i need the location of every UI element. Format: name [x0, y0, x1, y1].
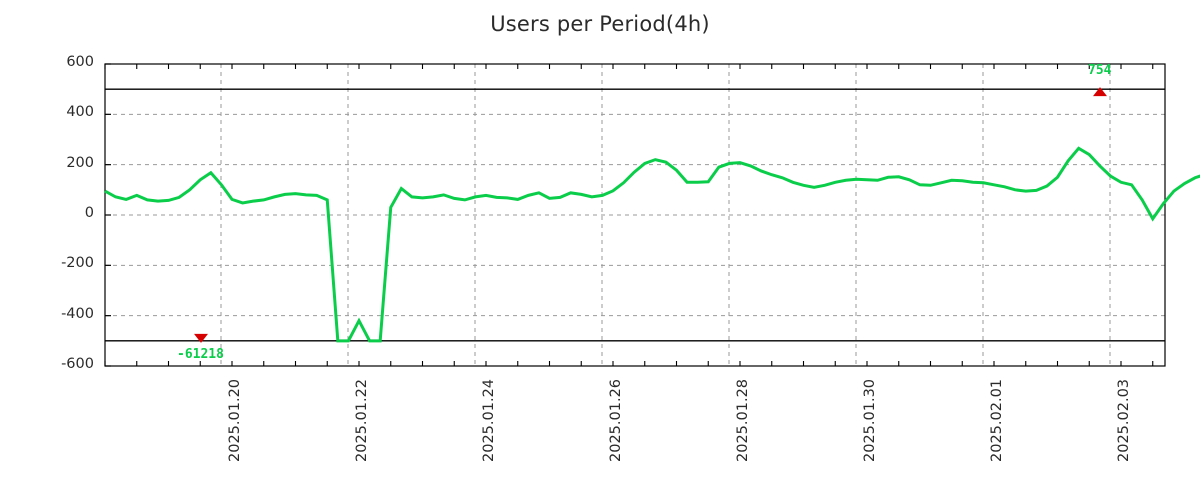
triangle-down-marker	[194, 333, 208, 343]
x-tick-label: 2025.01.24	[481, 378, 497, 462]
minimum-annotation-label: -61218	[177, 346, 224, 362]
data-series-line	[104, 146, 1200, 343]
chart-title: Users per Period(4h)	[490, 12, 710, 36]
y-tick-label: 600	[66, 54, 94, 70]
gridlines	[105, 64, 1165, 366]
threshold-lines	[105, 88, 1165, 342]
y-tick-label: 200	[66, 154, 94, 171]
y-tick-label: -600	[61, 356, 94, 372]
y-tick-label: -400	[61, 305, 94, 322]
y-tick-label: 400	[66, 104, 94, 121]
x-tick-label: 2025.01.20	[227, 378, 243, 462]
x-tick-label: 2025.02.01	[989, 378, 1005, 462]
axis-ticks	[104, 63, 1154, 367]
y-tick-label: 0	[84, 205, 94, 221]
triangle-up-marker	[1093, 87, 1107, 97]
x-tick-label: 2025.01.28	[735, 378, 751, 462]
maximum-annotation-label: 754	[1088, 63, 1112, 79]
extreme-markers	[194, 87, 1107, 343]
x-tick-label: 2025.01.22	[354, 378, 370, 462]
x-tick-label: 2025.01.26	[608, 378, 624, 462]
x-tick-label: 2025.01.30	[862, 378, 878, 462]
x-tick-label: 2025.02.03	[1116, 378, 1132, 462]
y-tick-label: -200	[61, 255, 94, 272]
